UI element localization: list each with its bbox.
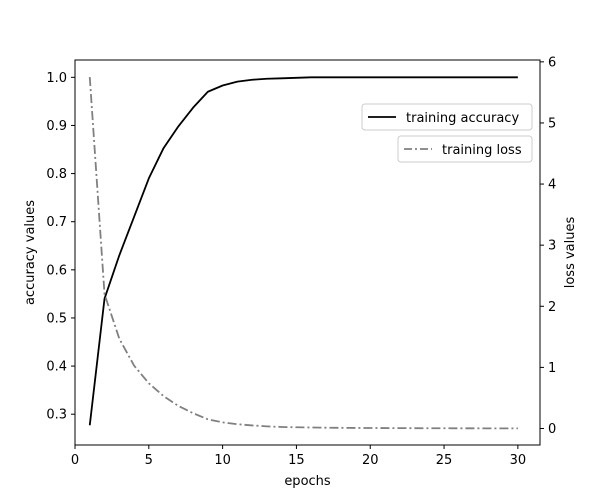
x-tick-label: 25 bbox=[436, 453, 453, 468]
left-axis-ticks: 0.3 0.4 0.5 0.6 0.7 0.8 0.9 1.0 bbox=[46, 71, 75, 423]
plot-marks bbox=[88, 76, 518, 430]
legend-accuracy: training accuracy bbox=[361, 103, 533, 131]
x-tick-label: 10 bbox=[214, 453, 231, 468]
right-tick-label: 3 bbox=[548, 239, 556, 254]
left-tick-label: 0.6 bbox=[46, 263, 67, 278]
x-axis-ticks: 0 5 10 15 20 25 30 bbox=[71, 445, 526, 468]
legend-loss-label: training loss bbox=[442, 143, 522, 158]
right-tick-label: 5 bbox=[548, 116, 556, 131]
legend-accuracy-box bbox=[361, 103, 533, 131]
x-tick-label: 0 bbox=[71, 453, 79, 468]
accuracy-line bbox=[88, 76, 518, 426]
x-tick-label: 15 bbox=[288, 453, 305, 468]
left-tick-label: 0.7 bbox=[46, 215, 67, 230]
right-tick-label: 6 bbox=[548, 55, 556, 70]
left-tick-label: 0.3 bbox=[46, 408, 67, 423]
left-tick-label: 0.5 bbox=[46, 311, 67, 326]
right-tick-label: 4 bbox=[548, 178, 556, 193]
left-tick-label: 1.0 bbox=[46, 71, 67, 86]
legend-loss: training loss bbox=[397, 135, 533, 163]
legend-loss-box bbox=[397, 135, 533, 163]
left-tick-label: 0.4 bbox=[46, 360, 67, 375]
left-tick-label: 0.9 bbox=[46, 119, 67, 134]
x-tick-label: 5 bbox=[145, 453, 153, 468]
legend-accuracy-label: training accuracy bbox=[406, 111, 519, 126]
x-tick-label: 20 bbox=[362, 453, 379, 468]
x-axis-label: epochs bbox=[284, 474, 331, 489]
left-tick-label: 0.8 bbox=[46, 167, 67, 182]
right-tick-label: 1 bbox=[548, 361, 556, 376]
plot-frame bbox=[74, 59, 541, 446]
left-axis-label: accuracy values bbox=[23, 200, 38, 305]
right-axis-ticks: 0 1 2 3 4 5 6 bbox=[540, 55, 556, 437]
right-axis-label: loss values bbox=[563, 217, 578, 289]
loss-line bbox=[88, 77, 518, 430]
right-tick-label: 2 bbox=[548, 300, 556, 315]
x-tick-label: 30 bbox=[510, 453, 527, 468]
right-tick-label: 0 bbox=[548, 422, 556, 437]
